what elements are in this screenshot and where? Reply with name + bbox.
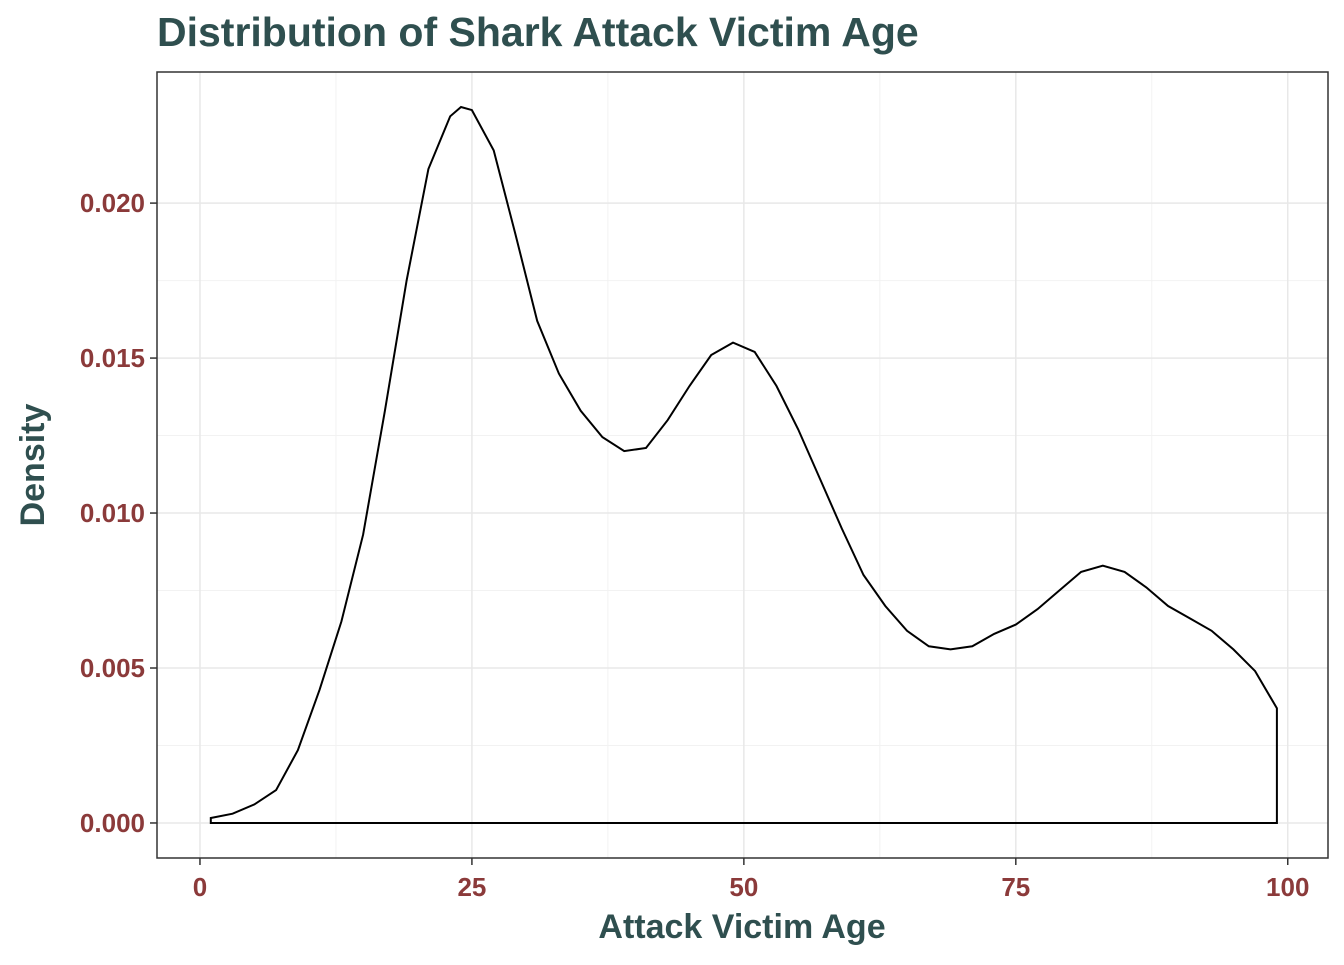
y-axis-label: Density: [14, 404, 52, 527]
y-tick-label: 0.005: [80, 653, 145, 683]
x-tick-label: 0: [193, 872, 207, 902]
y-tick-label: 0.000: [80, 808, 145, 838]
x-tick-label: 25: [457, 872, 486, 902]
y-tick-label: 0.015: [80, 343, 145, 373]
panel-border: [156, 71, 1329, 859]
density-curve: [209, 105, 1278, 824]
y-tick-label: 0.010: [80, 498, 145, 528]
x-tick-label: 50: [729, 872, 758, 902]
x-axis-label: Attack Victim Age: [598, 908, 885, 946]
chart-title: Distribution of Shark Attack Victim Age: [157, 9, 919, 55]
y-tick-label: 0.020: [80, 188, 145, 218]
x-tick-label: 100: [1266, 872, 1309, 902]
x-tick-label: 75: [1001, 872, 1030, 902]
